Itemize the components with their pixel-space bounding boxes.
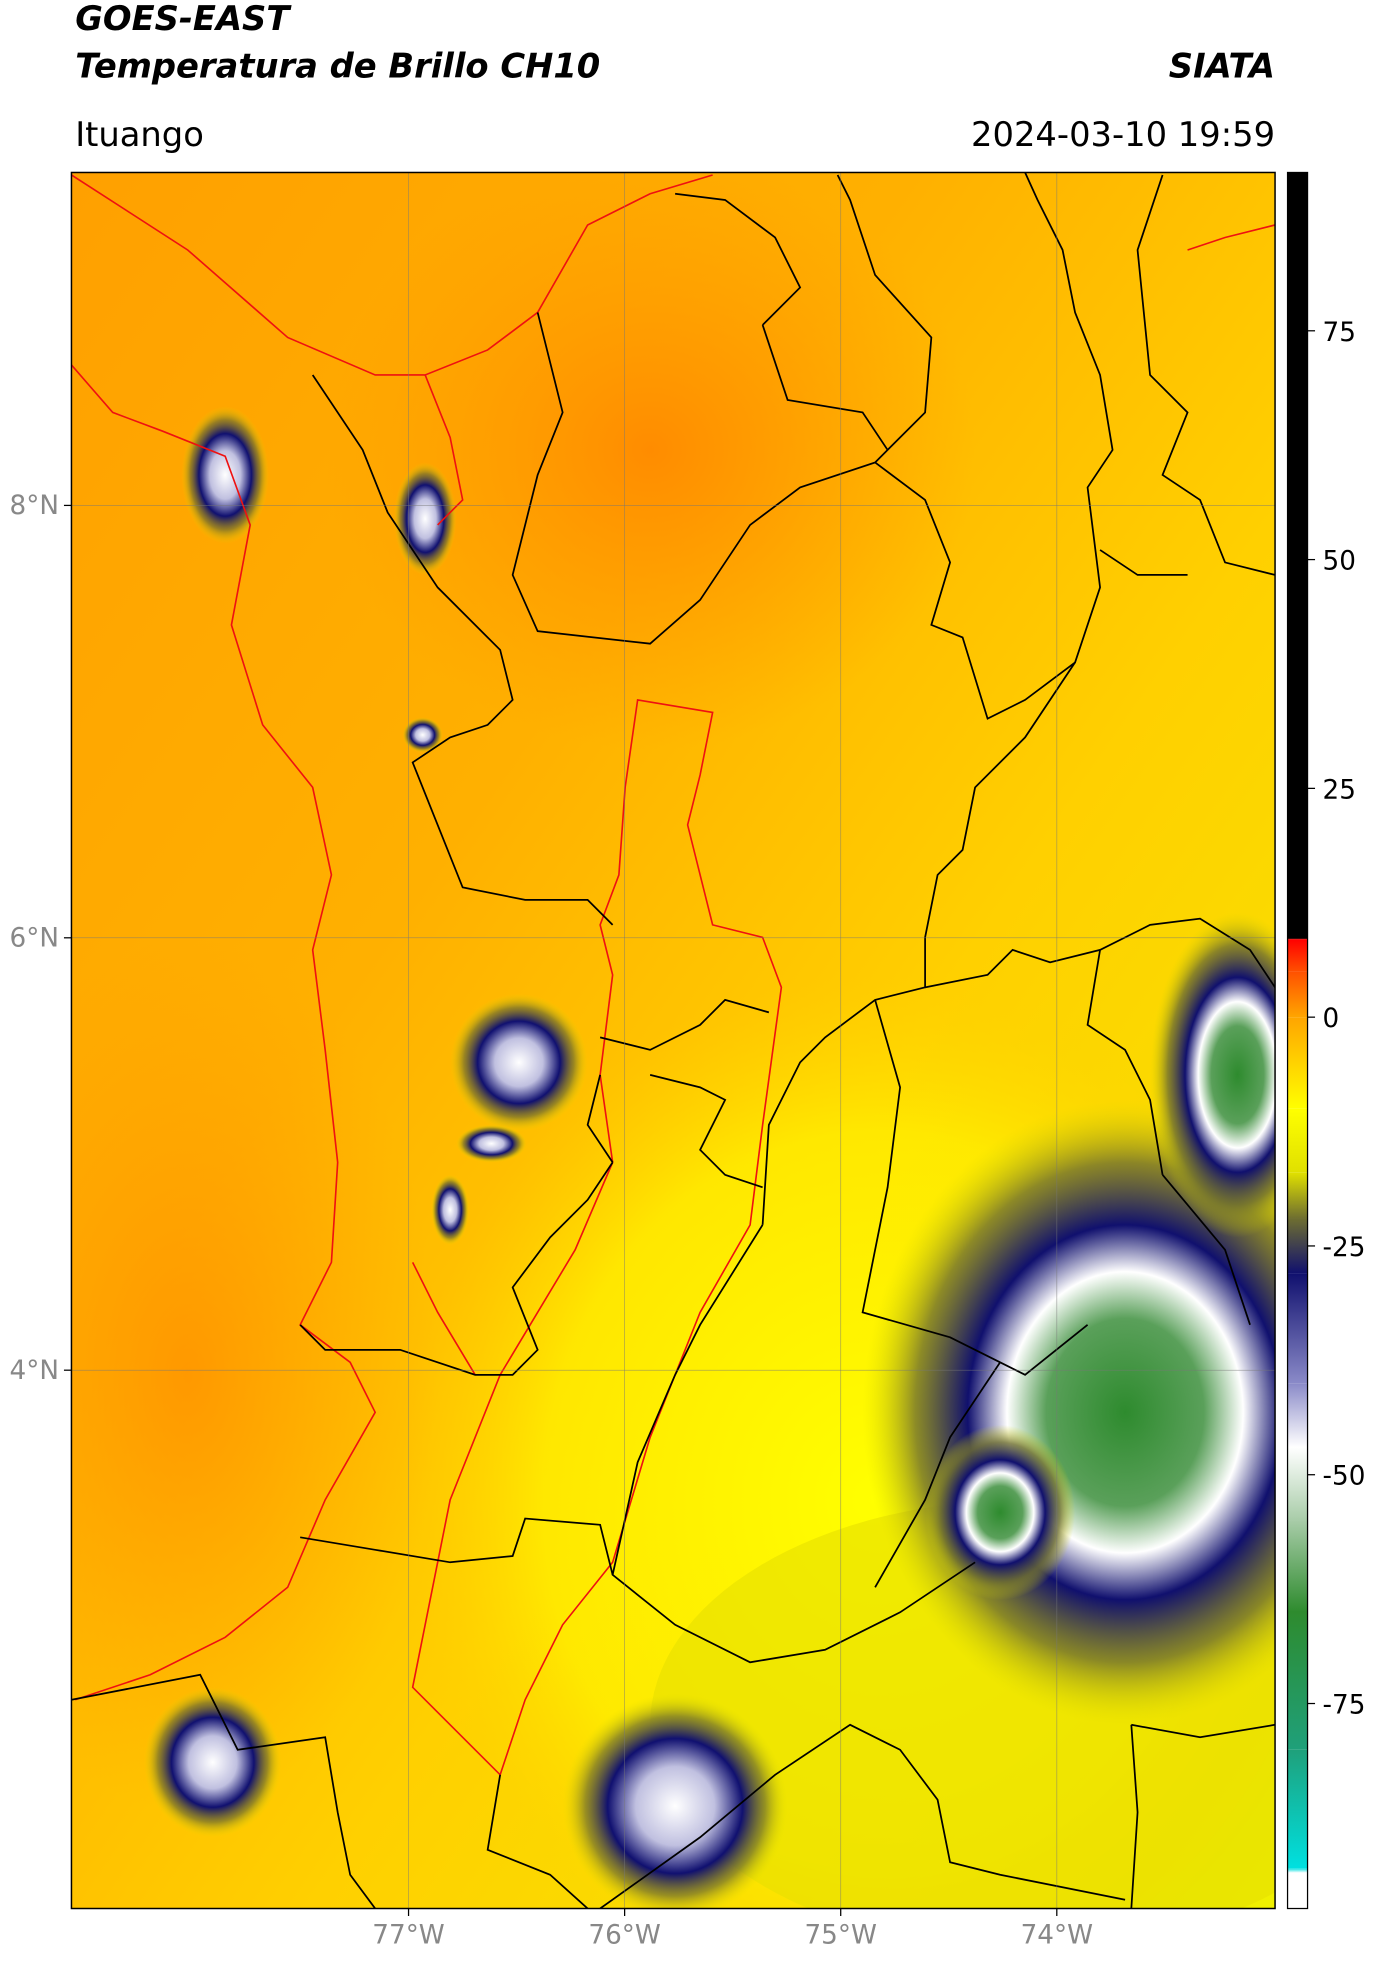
storm [1150, 912, 1276, 1238]
colorbar-segment [1287, 1108, 1308, 1173]
x-tick-label: 77°W [372, 1921, 444, 1951]
subtitle: Temperatura de Brillo CH10 [75, 46, 600, 85]
y-tick-label: 4°N [10, 1356, 59, 1386]
admin-borders [71, 172, 1276, 1909]
colorbar-segment [1287, 1749, 1308, 1869]
colorbar-segment [1287, 1868, 1308, 1873]
x-tick-label: 76°W [588, 1921, 660, 1951]
storm [402, 717, 443, 753]
storm [450, 993, 588, 1132]
warm-area [71, 937, 438, 1813]
title: GOES-EAST [75, 0, 292, 38]
colorbar-tick-label: -25 [1323, 1233, 1366, 1263]
basin-outlines [71, 174, 1276, 1777]
storm [143, 1687, 282, 1838]
storm [431, 1174, 469, 1245]
map-frame [70, 171, 1276, 1910]
colorbar-tick-label: -75 [1323, 1691, 1366, 1721]
colorbar-segment [1287, 1273, 1308, 1384]
colorbar [1287, 172, 1308, 1909]
colorbar-segment [1287, 172, 1308, 939]
colorbar-segment [1287, 1218, 1308, 1274]
colorbar-frame [1286, 171, 1309, 1910]
colorbar-segment [1287, 1520, 1308, 1613]
storm [181, 406, 269, 544]
y-tick-label: 8°N [10, 491, 59, 521]
colorbar-segment [1287, 938, 1308, 940]
storm [456, 1124, 527, 1163]
colorbar-tick-label: 75 [1323, 318, 1356, 348]
colorbar-segment [1287, 939, 1308, 972]
colorbar-segment [1287, 1872, 1308, 1909]
timestamp: 2024-03-10 19:59 [971, 115, 1275, 154]
colorbar-segment [1287, 1447, 1308, 1521]
colorbar-segment [1287, 1172, 1308, 1219]
colorbar-segment [1287, 971, 1308, 1018]
x-tick-label: 75°W [804, 1921, 876, 1951]
grid [71, 172, 1276, 1909]
colorbar-segment [1287, 1612, 1308, 1750]
region: Ituango [75, 115, 204, 154]
y-tick-label: 6°N [10, 924, 59, 954]
map-image [71, 172, 1276, 1909]
colorbar-tick-label: -50 [1323, 1462, 1366, 1492]
colorbar-tick-label: 25 [1323, 775, 1356, 805]
colorbar-segment [1287, 1017, 1308, 1109]
storm [925, 1424, 1076, 1600]
colorbar-tick-label: 50 [1323, 547, 1356, 577]
source: SIATA [1169, 46, 1275, 85]
warm-area [325, 172, 975, 750]
x-tick-label: 74°W [1021, 1921, 1093, 1951]
storm [562, 1693, 788, 1909]
colorbar-segment [1287, 1383, 1308, 1448]
colorbar-tick-label: 0 [1323, 1004, 1340, 1034]
storm [393, 462, 457, 575]
